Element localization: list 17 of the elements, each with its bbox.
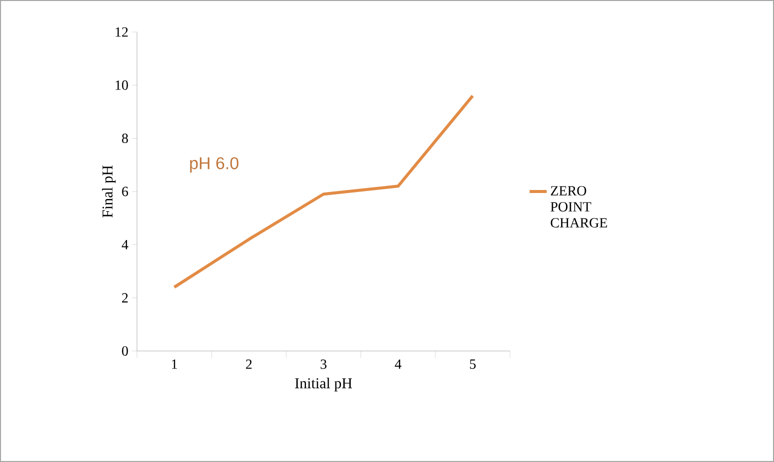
y-tick-label: 4: [122, 240, 128, 250]
line-series: [172, 94, 474, 289]
y-tick-label: 0: [122, 346, 128, 356]
y-tick-label: 2: [122, 293, 128, 302]
x-tick-label: 2: [246, 360, 252, 369]
annotation: pH 6.0: [190, 157, 238, 173]
x-tick-label: 1: [172, 360, 177, 369]
y-tick-label: 12: [116, 27, 128, 37]
x-tick-label: 4: [394, 360, 402, 369]
legend-label: ZERO POINT CHARGE: [550, 186, 608, 228]
y-axis-title: Final pH: [102, 165, 116, 218]
x-tick-label: 3: [320, 360, 326, 369]
y-tick-label: 10: [116, 80, 128, 90]
x-axis-title: Initial pH: [295, 378, 352, 392]
y-tick-label: 8: [122, 134, 128, 144]
y-tick-label: 6: [122, 186, 128, 196]
x-tick-label: 5: [470, 360, 476, 369]
